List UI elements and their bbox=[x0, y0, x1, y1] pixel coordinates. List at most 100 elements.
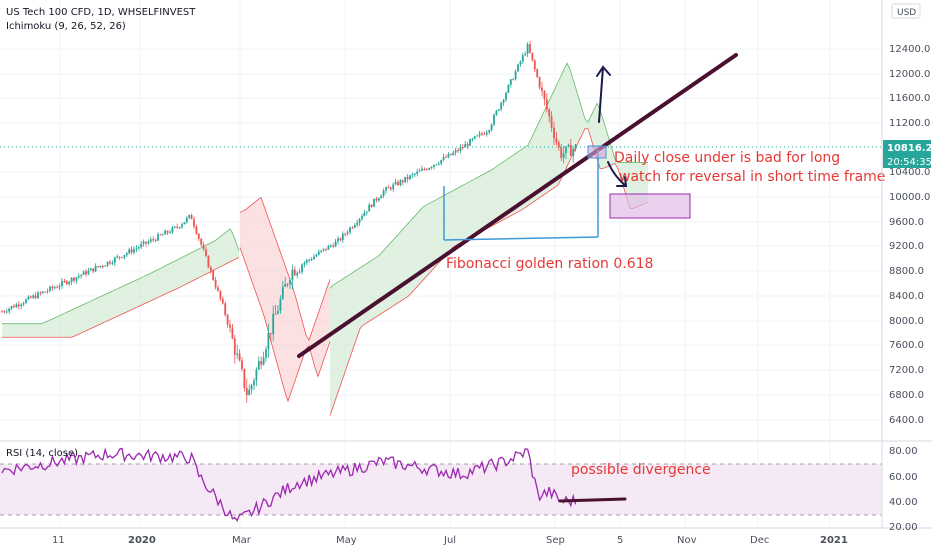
candle-body bbox=[49, 286, 51, 291]
candle-body bbox=[339, 238, 342, 241]
candle-body bbox=[442, 156, 445, 160]
candle-body bbox=[34, 295, 37, 299]
candle-body bbox=[224, 303, 227, 315]
candle-body bbox=[478, 133, 481, 136]
price-axis[interactable]: 12400.0 12000.0 11600.0 11200.0 10400.0 … bbox=[889, 44, 930, 426]
candle-body bbox=[459, 147, 462, 151]
candle-body bbox=[10, 306, 13, 309]
candle-body bbox=[46, 290, 49, 292]
candle-body bbox=[39, 292, 42, 294]
chart-symbol-title[interactable]: US Tech 100 CFD, 1D, WHSELFINVEST bbox=[6, 7, 196, 18]
price-tick: 7600.0 bbox=[889, 340, 924, 351]
touch-zone-box[interactable] bbox=[587, 145, 607, 159]
candle-body bbox=[344, 233, 347, 235]
candle-body bbox=[219, 290, 222, 299]
price-tick: 8800.0 bbox=[889, 266, 924, 277]
candle-body bbox=[548, 109, 551, 117]
candle-body bbox=[440, 159, 443, 164]
horizontal-gridlines bbox=[0, 48, 882, 421]
rsi-axis[interactable]: 80.00 60.00 40.00 20.00 bbox=[889, 446, 918, 533]
candle-body bbox=[430, 167, 433, 169]
candle-body bbox=[190, 215, 193, 220]
candle-body bbox=[173, 226, 176, 228]
candle-body bbox=[526, 44, 529, 54]
cloud-edge bbox=[239, 196, 331, 342]
downward-arrow-icon bbox=[607, 161, 628, 187]
candle-body bbox=[507, 84, 510, 93]
price-tick: 9200.0 bbox=[889, 241, 924, 252]
indicator-label[interactable]: Ichimoku (9, 26, 52, 26) bbox=[6, 21, 126, 32]
candle-body bbox=[70, 277, 73, 282]
rsi-label[interactable]: RSI (14, close) bbox=[6, 448, 78, 459]
candle-body bbox=[140, 243, 143, 248]
candle-body bbox=[373, 198, 375, 207]
candle-body bbox=[3, 311, 6, 313]
candle-body bbox=[8, 308, 11, 312]
candle-body bbox=[469, 139, 471, 146]
candle-body bbox=[61, 280, 63, 286]
candle-body bbox=[425, 169, 428, 171]
candle-body bbox=[466, 144, 469, 146]
candle-body bbox=[406, 176, 409, 180]
candle-body bbox=[113, 257, 116, 263]
candle-body bbox=[452, 152, 455, 155]
time-label: 2020 bbox=[128, 535, 156, 546]
candle-body bbox=[565, 146, 567, 154]
support-trendline[interactable] bbox=[297, 53, 738, 358]
candle-body bbox=[334, 241, 337, 247]
time-label: 2021 bbox=[820, 535, 848, 546]
candle-body bbox=[135, 248, 138, 250]
candle-body bbox=[5, 311, 8, 313]
candle-body bbox=[65, 281, 68, 285]
rsi-tick: 60.00 bbox=[889, 472, 918, 483]
candle-body bbox=[145, 241, 147, 244]
candle-body bbox=[310, 259, 313, 261]
price-tick: 12000.0 bbox=[889, 69, 930, 80]
candle-body bbox=[377, 198, 380, 201]
demand-zone[interactable] bbox=[609, 193, 691, 219]
cloud-edge bbox=[2, 228, 240, 325]
candle-body bbox=[77, 276, 80, 278]
candle-body bbox=[341, 233, 344, 241]
rsi-divergence-line[interactable] bbox=[558, 497, 627, 503]
candle-body bbox=[313, 256, 315, 260]
candle-body bbox=[401, 180, 404, 183]
candle-body bbox=[29, 296, 32, 298]
candle-body bbox=[368, 204, 371, 212]
candle-body bbox=[358, 218, 361, 223]
candle-body bbox=[185, 217, 188, 223]
candle-body bbox=[265, 349, 267, 358]
candle-body bbox=[461, 147, 464, 149]
candle-body bbox=[392, 184, 395, 190]
time-label: Dec bbox=[750, 535, 769, 546]
candle-body bbox=[457, 150, 459, 152]
candlesticks bbox=[1, 41, 577, 403]
candle-body bbox=[193, 219, 195, 227]
countdown-badge bbox=[883, 154, 931, 168]
candle-body bbox=[277, 310, 279, 314]
candle-body bbox=[183, 222, 186, 225]
candle-body bbox=[87, 270, 90, 275]
candle-body bbox=[305, 259, 308, 263]
candle-body bbox=[27, 296, 30, 300]
candle-body bbox=[519, 61, 522, 65]
current-price-badge bbox=[883, 140, 931, 154]
currency-button[interactable] bbox=[891, 3, 921, 19]
candle-body bbox=[394, 181, 397, 185]
candle-body bbox=[529, 44, 531, 53]
time-axis[interactable]: 11 2020 Mar May Jul Sep 5 Nov Dec 2021 bbox=[52, 535, 848, 546]
candle-body bbox=[370, 204, 373, 207]
candle-body bbox=[574, 144, 577, 150]
annotation-fibonacci: Fibonacci golden ration 0.618 bbox=[446, 256, 653, 272]
candle-body bbox=[332, 245, 335, 247]
candle-body bbox=[413, 173, 416, 175]
candle-body bbox=[260, 360, 263, 365]
candle-body bbox=[197, 233, 200, 239]
candle-body bbox=[301, 264, 303, 272]
candle-body bbox=[380, 195, 383, 199]
candle-body bbox=[200, 238, 203, 245]
candle-body bbox=[493, 115, 495, 125]
candle-body bbox=[449, 153, 452, 155]
